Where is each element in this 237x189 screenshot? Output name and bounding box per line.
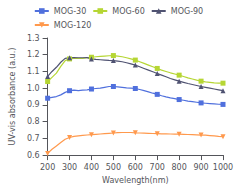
- svg-text:0.9: 0.9: [27, 100, 40, 109]
- svg-text:1.0: 1.0: [27, 84, 40, 93]
- svg-text:1000: 1000: [213, 163, 233, 172]
- svg-text:500: 500: [106, 163, 121, 172]
- svg-text:0.8: 0.8: [27, 117, 40, 126]
- svg-text:1.1: 1.1: [27, 67, 40, 76]
- svg-text:0.7: 0.7: [27, 134, 40, 143]
- svg-text:MOG-60: MOG-60: [112, 7, 144, 16]
- svg-text:1.2: 1.2: [27, 50, 40, 59]
- svg-text:400: 400: [84, 163, 99, 172]
- svg-text:600: 600: [128, 163, 143, 172]
- svg-text:200: 200: [40, 163, 55, 172]
- svg-text:800: 800: [172, 163, 187, 172]
- svg-text:MOG-30: MOG-30: [54, 7, 86, 16]
- svg-text:UV-vis absorbance (a.u.): UV-vis absorbance (a.u.): [8, 48, 17, 146]
- svg-text:700: 700: [150, 163, 165, 172]
- svg-text:MOG-90: MOG-90: [171, 7, 203, 16]
- svg-text:900: 900: [193, 163, 208, 172]
- svg-text:1.3: 1.3: [27, 34, 40, 43]
- svg-text:MOG-120: MOG-120: [54, 21, 92, 30]
- svg-text:Wavelength(nm): Wavelength(nm): [102, 176, 169, 185]
- svg-text:0.6: 0.6: [27, 151, 40, 160]
- svg-text:300: 300: [62, 163, 77, 172]
